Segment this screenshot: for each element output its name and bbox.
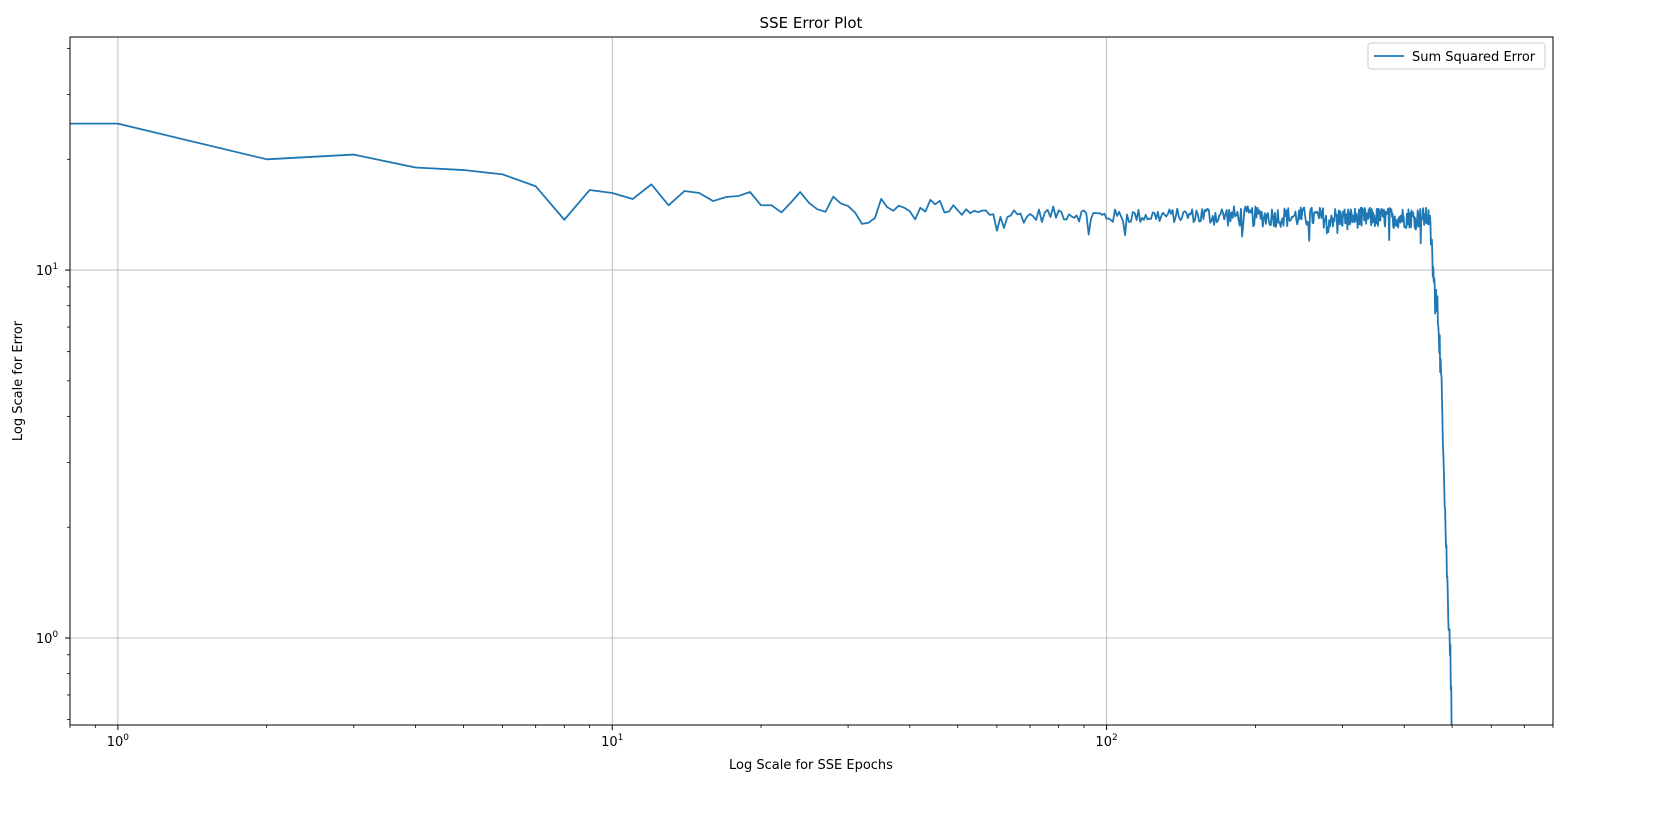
x-tick-label: 101	[601, 733, 623, 750]
legend-label-sum-squared-error: Sum Squared Error	[1412, 50, 1536, 65]
x-tick-label: 100	[107, 733, 130, 750]
x-tick-label: 102	[1095, 733, 1117, 750]
plot-area	[70, 122, 1453, 725]
y-tick-label: 100	[36, 630, 59, 647]
axis-ticks: 100 101 102 100 101	[36, 48, 1554, 750]
series-line-sum-squared-error	[70, 122, 1453, 725]
x-axis-label: Log Scale for SSE Epochs	[729, 758, 893, 773]
legend-box	[1367, 42, 1546, 70]
y-axis-label: Log Scale for Error	[11, 320, 26, 441]
grid-lines	[70, 37, 1553, 725]
legend: Sum Squared Error	[1367, 42, 1546, 70]
chart-title: SSE Error Plot	[760, 14, 863, 32]
y-tick-label: 101	[36, 262, 58, 279]
